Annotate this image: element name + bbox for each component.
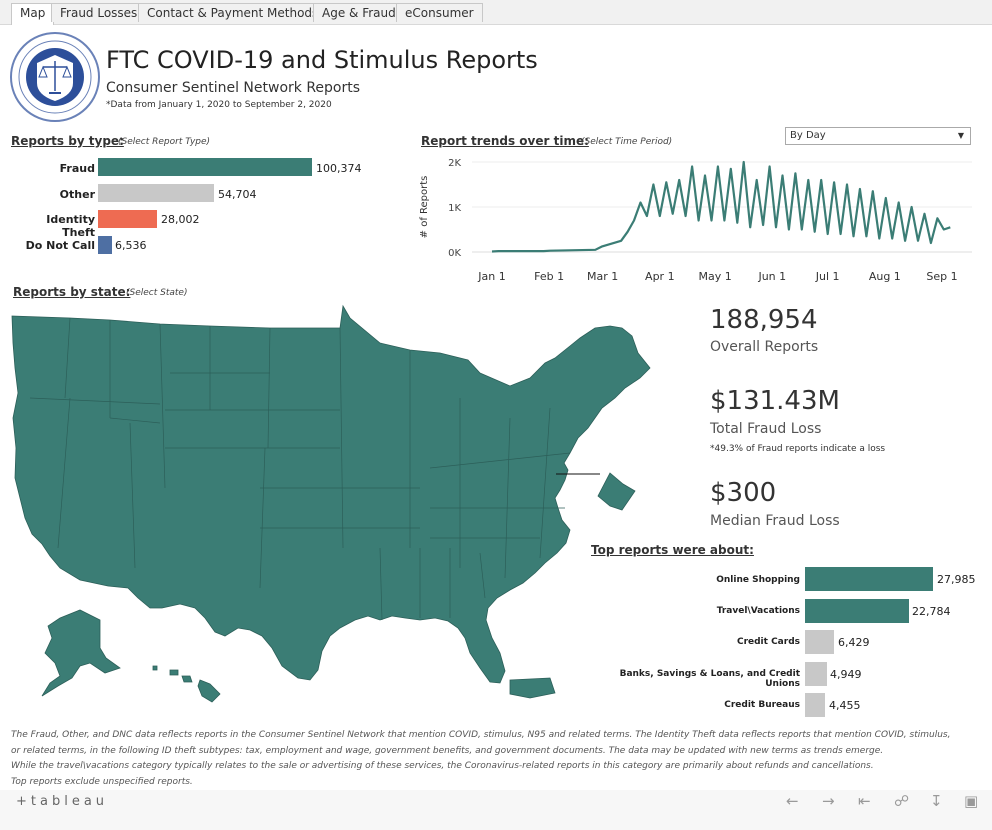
top-value-online-shopping: 27,985 (937, 573, 976, 586)
report-trends-heading: Report trends over time: (421, 134, 589, 148)
x-tick-label: May 1 (699, 270, 732, 283)
type-value-identity-theft: 28,002 (161, 213, 200, 226)
top-value-credit-cards: 6,429 (838, 636, 870, 649)
map-puerto-rico[interactable] (509, 677, 556, 699)
x-tick-label: Feb 1 (534, 270, 564, 283)
top-label-credit-cards[interactable]: Credit Cards (736, 637, 800, 647)
tab-age-fraud[interactable]: Age & Fraud (313, 3, 405, 22)
map-state-borders (29, 317, 571, 621)
footnotes: The Fraud, Other, and DNC data reflects … (11, 728, 971, 790)
type-value-other: 54,704 (218, 188, 257, 201)
top-label-banks-savings-loans[interactable]: Banks, Savings & Loans, and Credit Union… (619, 669, 800, 689)
tableau-toolbar (0, 790, 992, 830)
report-trends-hint: (Select Time Period) (581, 137, 673, 147)
y-tick-1k: 1K (448, 203, 461, 214)
trend-series-line[interactable] (491, 160, 951, 253)
revert-icon[interactable]: ⇤ (858, 792, 871, 810)
fraud-loss-note: *49.3% of Fraud reports indicate a loss (710, 444, 886, 454)
tab-contact-payment-methods[interactable]: Contact & Payment Methods (138, 3, 328, 22)
chevron-down-icon: ▼ (957, 131, 964, 140)
type-label-do-not-call[interactable]: Do Not Call (25, 239, 95, 252)
top-reports-heading: Top reports were about: (591, 543, 754, 557)
footnote-line: Top reports exclude unspecified reports. (11, 776, 193, 787)
date-range-note: *Data from January 1, 2020 to September … (106, 100, 332, 110)
total-fraud-loss-label: Total Fraud Loss (710, 421, 822, 437)
tableau-logo[interactable]: +tableau (16, 794, 109, 809)
map-dc-inset[interactable] (597, 472, 636, 511)
tab-econsumer[interactable]: eConsumer (396, 3, 483, 22)
total-fraud-loss-value: $131.43M (710, 386, 840, 416)
median-fraud-loss-value: $300 (710, 478, 777, 508)
type-bar-identity-theft[interactable] (98, 210, 157, 228)
time-period-dropdown[interactable]: By Day ▼ (785, 127, 971, 145)
us-state-map[interactable] (10, 298, 660, 710)
ftc-seal-logo (10, 32, 100, 122)
x-tick-label: Jun 1 (757, 270, 786, 283)
top-bar-online-shopping[interactable] (805, 567, 933, 591)
type-value-do-not-call: 6,536 (115, 239, 147, 252)
top-label-travel-vacations[interactable]: Travel\Vacations (716, 606, 800, 616)
reports-by-state-hint: (Select State) (126, 288, 188, 298)
y-axis-label: # of Reports (419, 176, 430, 239)
share-icon[interactable]: ☍ (894, 792, 910, 810)
type-label-fraud[interactable]: Fraud (59, 162, 95, 175)
y-tick-2k: 2K (448, 158, 461, 169)
top-bar-banks-savings-loans[interactable] (805, 662, 827, 686)
type-label-other[interactable]: Other (59, 188, 95, 201)
type-bar-fraud[interactable] (98, 158, 312, 176)
type-label-identity-theft[interactable]: Identity Theft (46, 213, 95, 239)
x-tick-label: Apr 1 (645, 270, 675, 283)
reports-by-type-heading: Reports by type: (11, 134, 124, 148)
reports-by-state-heading: Reports by state: (13, 285, 131, 299)
y-tick-0k: 0K (448, 248, 461, 259)
fullscreen-icon[interactable]: ▣ (964, 792, 979, 810)
top-value-banks-savings-loans: 4,949 (830, 668, 862, 681)
map-alaska[interactable] (41, 609, 121, 697)
top-value-credit-bureaus: 4,455 (829, 699, 861, 712)
download-icon[interactable]: ↧ (930, 792, 943, 810)
map-hawaii[interactable] (152, 665, 221, 703)
type-bar-do-not-call[interactable] (98, 236, 112, 254)
footnote-line: The Fraud, Other, and DNC data reflects … (11, 730, 951, 740)
page-subtitle: Consumer Sentinel Network Reports (106, 80, 361, 96)
top-bar-credit-bureaus[interactable] (805, 693, 825, 717)
x-tick-label: Aug 1 (869, 270, 901, 283)
x-tick-label: Jul 1 (815, 270, 840, 283)
overall-reports-label: Overall Reports (710, 339, 819, 355)
top-value-travel-vacations: 22,784 (912, 605, 951, 618)
time-period-selected: By Day (790, 130, 826, 141)
undo-icon[interactable]: ← (786, 792, 799, 810)
reports-by-type-hint: (Select Report Type) (118, 137, 211, 147)
map-contiguous-us[interactable] (11, 304, 651, 684)
median-fraud-loss-label: Median Fraud Loss (710, 513, 840, 529)
redo-icon[interactable]: → (822, 792, 835, 810)
top-bar-credit-cards[interactable] (805, 630, 834, 654)
page-title: FTC COVID-19 and Stimulus Reports (106, 46, 538, 74)
report-trend-chart[interactable]: # of Reports 2K 1K 0K Jan 1 Feb 1 Mar 1 Apr… (412, 150, 972, 290)
x-tick-label: Mar 1 (587, 270, 618, 283)
footnote-line: While the travel\vacations category typi… (11, 761, 874, 771)
type-value-fraud: 100,374 (316, 162, 362, 175)
tab-map[interactable]: Map (11, 3, 55, 25)
top-label-online-shopping[interactable]: Online Shopping (716, 575, 800, 585)
top-label-credit-bureaus[interactable]: Credit Bureaus (724, 700, 800, 710)
x-tick-label: Jan 1 (477, 270, 505, 283)
x-tick-label: Sep 1 (926, 270, 957, 283)
top-bar-travel-vacations[interactable] (805, 599, 909, 623)
footnote-line: or related terms, in the following ID th… (11, 745, 884, 756)
type-bar-other[interactable] (98, 184, 214, 202)
tab-fraud-losses[interactable]: Fraud Losses (51, 3, 147, 22)
overall-reports-value: 188,954 (710, 305, 818, 335)
tab-bar: Map Fraud Losses Contact & Payment Metho… (0, 0, 992, 25)
